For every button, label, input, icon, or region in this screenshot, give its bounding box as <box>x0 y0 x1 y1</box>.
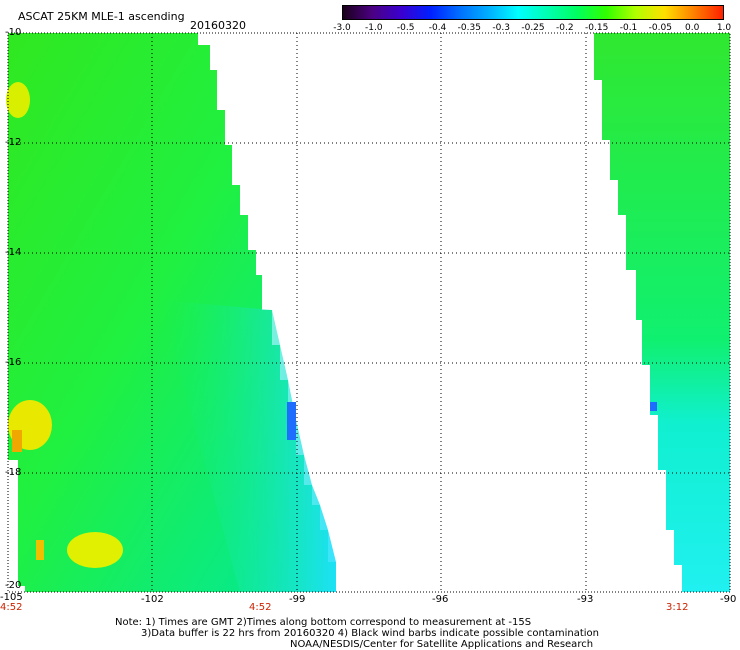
lon-label: -93 <box>577 594 594 605</box>
product-date: 20160320 <box>190 19 246 32</box>
lat-label: -14 <box>5 247 22 258</box>
orange-patch <box>12 430 22 452</box>
lon-label: -105 <box>0 592 23 603</box>
note-line: 3)Data buffer is 22 hrs from 20160320 4)… <box>141 628 599 639</box>
time-label: 3:12 <box>666 602 689 613</box>
lat-lon-grid <box>8 33 730 592</box>
colorbar-tick-label: -0.25 <box>521 23 545 33</box>
blue-patch <box>287 402 296 440</box>
colorbar-tick-label: -3.0 <box>333 23 351 33</box>
time-label: 4:52 <box>0 602 23 613</box>
colorbar-tick-label: -0.5 <box>396 23 415 33</box>
colorbar-tick-label: -0.1 <box>619 23 638 33</box>
lat-label: -12 <box>5 137 22 148</box>
lon-label: -90 <box>720 594 737 605</box>
product-title: ASCAT 25KM MLE-1 ascending <box>18 10 185 23</box>
note-line: Note: 1) Times are GMT 2)Times along bot… <box>115 617 532 628</box>
colorbar-tick-label: 0.0 <box>684 23 700 33</box>
colorbar-tick-label: -0.3 <box>492 23 510 33</box>
colorbar-tick-label: -1.0 <box>365 23 383 33</box>
left-swath-edge <box>160 300 336 592</box>
lat-label: -10 <box>5 27 22 38</box>
right-swath <box>594 33 730 592</box>
lon-label: -96 <box>432 594 449 605</box>
colorbar <box>342 5 724 20</box>
colorbar-labels: -3.0 -1.0 -0.5 -0.4 -0.35 -0.3 -0.25 -0.2 -0.15-… <box>333 23 734 35</box>
note-line: NOAA/NESDIS/Center for Satellite Applica… <box>290 639 594 650</box>
lon-label: -99 <box>289 594 306 605</box>
lon-label: -102 <box>141 594 164 605</box>
blue-patch <box>650 402 657 411</box>
colorbar-tick-label: -0.05 <box>648 23 672 33</box>
yellow-patch <box>6 82 30 118</box>
colorbar-tick-label: -0.2 <box>556 23 574 33</box>
lat-label: -16 <box>5 357 22 368</box>
lat-label: -20 <box>5 580 22 591</box>
lat-label: -18 <box>5 467 22 478</box>
colorbar-tick-label: -0.15 <box>585 23 609 33</box>
time-label: 4:52 <box>249 602 272 613</box>
colorbar-tick-label: 1.0 <box>716 23 732 33</box>
yellow-patch <box>67 532 123 568</box>
orange-patch <box>36 540 44 560</box>
plot-frame <box>7 32 731 593</box>
colorbar-tick-label: -0.4 <box>428 23 447 33</box>
colorbar-tick-label: -0.35 <box>457 23 481 33</box>
